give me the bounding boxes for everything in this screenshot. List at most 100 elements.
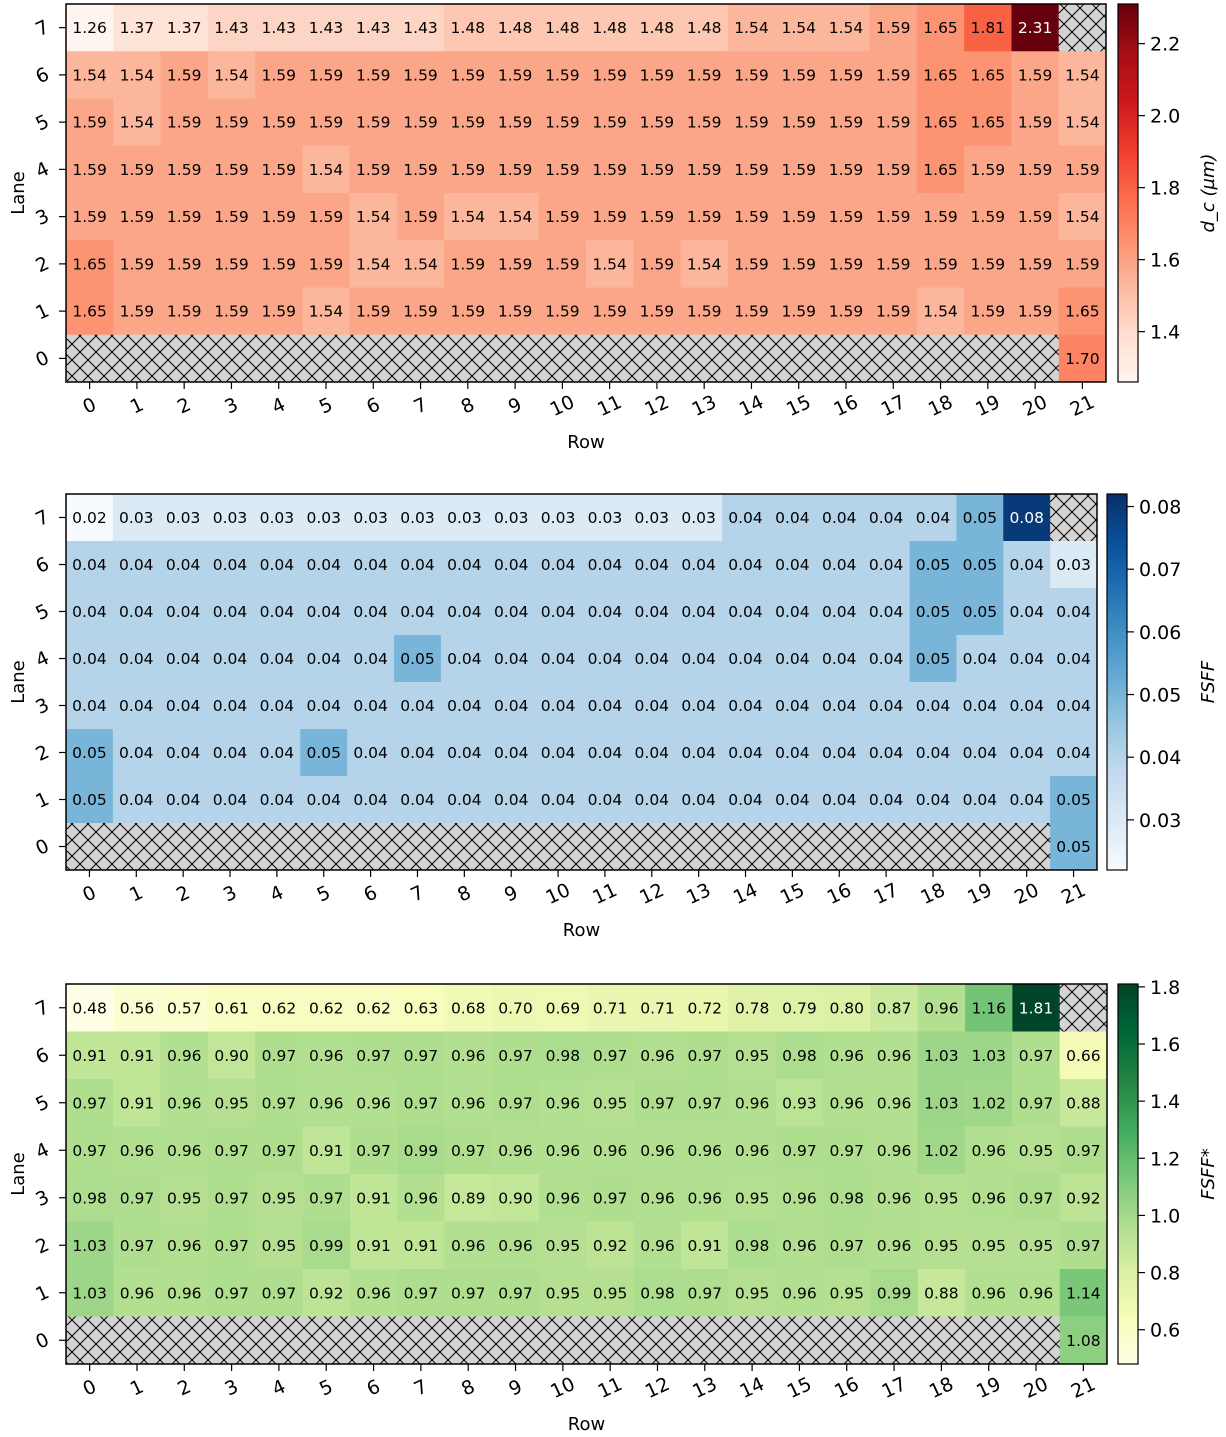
heatmap-cell [586, 1269, 635, 1317]
cell-value-label: 0.04 [588, 744, 623, 762]
heatmap-cell [823, 1221, 871, 1270]
heatmap-cell [159, 682, 208, 730]
cell-value-label: 0.04 [728, 744, 763, 762]
colorbar-segment [1118, 1338, 1138, 1343]
missing-cell [815, 823, 864, 871]
heatmap-cell [66, 729, 114, 777]
colorbar-segment [1118, 1170, 1138, 1175]
x-tick-label: 20 [1020, 1373, 1051, 1403]
x-tick-label: 9 [505, 1375, 525, 1400]
cell-value-label: 1.59 [120, 161, 155, 179]
cell-value-label: 0.04 [775, 697, 810, 715]
cell-value-label: 0.04 [775, 791, 810, 809]
missing-cell [349, 334, 398, 383]
colorbar-segment [1107, 544, 1127, 548]
cell-value-label: 1.59 [214, 303, 249, 321]
heatmap-cell [160, 1221, 209, 1270]
cell-value-label: 1.59 [356, 303, 391, 321]
heatmap-cell [581, 682, 629, 730]
colorbar-segment [1118, 70, 1138, 74]
cell-value-label: 1.54 [309, 303, 344, 321]
heatmap-cell [112, 682, 161, 730]
cell-value-label: 0.04 [635, 650, 670, 668]
colorbar-segment [1118, 1278, 1138, 1283]
cell-value-label: 1.54 [403, 255, 438, 273]
colorbar-segment [1118, 319, 1138, 323]
colorbar-segment [1118, 293, 1138, 298]
colorbar-segment [1107, 591, 1127, 595]
cell-value-label: 0.04 [869, 556, 904, 574]
cell-value-label: 0.04 [728, 509, 763, 527]
heatmap-cell [1012, 1221, 1061, 1270]
heatmap-cell [206, 776, 254, 824]
cell-value-label: 0.66 [1066, 1047, 1101, 1065]
heatmap-cell [444, 4, 492, 52]
colorbar-segment [1107, 791, 1127, 796]
heatmap-cell [253, 494, 301, 542]
cell-value-label: 1.37 [167, 19, 202, 37]
heatmap-cell [397, 1221, 446, 1270]
heatmap-cell [1003, 494, 1051, 542]
heatmap-cell [160, 240, 209, 288]
heatmap-cell [869, 98, 918, 147]
cell-value-label: 0.05 [1056, 791, 1091, 809]
heatmap-cell [113, 1269, 162, 1317]
heatmap-cell [728, 1126, 777, 1175]
colorbar-segment [1118, 1110, 1138, 1115]
heatmap-cell [722, 541, 770, 589]
heatmap-cell [909, 729, 957, 777]
missing-cell [113, 1316, 162, 1365]
cell-value-label: 0.04 [494, 603, 529, 621]
heatmap-cell [207, 1126, 256, 1175]
cell-value-label: 0.95 [546, 1284, 581, 1302]
missing-cell [628, 823, 676, 871]
plot-frame [65, 3, 1107, 383]
heatmap-cell [160, 4, 209, 52]
heatmap-cell [396, 287, 445, 336]
cell-value-label: 0.88 [924, 1284, 959, 1302]
cell-value-label: 1.43 [403, 19, 438, 37]
heatmap-cell [681, 1174, 729, 1222]
heatmap-cell [444, 1174, 493, 1222]
heatmap-cell [255, 1269, 304, 1317]
colorbar-segment [1118, 1357, 1138, 1362]
heatmap-cell [300, 541, 348, 589]
heatmap-cell [300, 682, 348, 730]
colorbar-segment [1107, 841, 1127, 846]
heatmap-cell [444, 1126, 493, 1175]
cell-value-label: 0.04 [260, 791, 295, 809]
heatmap-cell [1050, 588, 1098, 636]
cell-value-label: 0.97 [451, 1142, 486, 1160]
heatmap-cell [444, 287, 492, 336]
colorbar-segment [1118, 1272, 1138, 1276]
cell-value-label: 1.65 [971, 114, 1006, 132]
colorbar-segment [1118, 215, 1138, 219]
heatmap-cell [1059, 1031, 1108, 1080]
colorbar-segment [1118, 82, 1138, 87]
heatmap-cell [538, 287, 587, 336]
cell-value-label: 0.70 [498, 999, 533, 1017]
heatmap-cell [491, 98, 540, 147]
missing-cell [160, 334, 209, 383]
heatmap-cell [909, 682, 957, 730]
colorbar-segment [1118, 233, 1138, 238]
colorbar-segment [1107, 810, 1127, 815]
cell-value-label: 1.37 [120, 19, 155, 37]
cell-value-label: 0.97 [262, 1142, 297, 1160]
colorbar-segment [1118, 142, 1138, 147]
cell-value-label: 0.99 [309, 1237, 344, 1255]
colorbar-segment [1107, 779, 1127, 783]
colorbar-segment [1118, 1025, 1138, 1029]
y-tick-label: 6 [32, 553, 52, 578]
missing-cell [681, 1316, 729, 1365]
y-tick-label: 3 [32, 694, 52, 719]
cell-value-label: 0.04 [494, 744, 529, 762]
colorbar-segment [1118, 1193, 1138, 1197]
missing-cell [160, 1316, 209, 1365]
colorbar-segment [1107, 823, 1127, 827]
cell-value-label: 1.59 [923, 208, 958, 226]
colorbar-segment [1107, 807, 1127, 812]
colorbar-segment [1118, 1012, 1138, 1017]
cell-value-label: 0.88 [1066, 1094, 1101, 1112]
